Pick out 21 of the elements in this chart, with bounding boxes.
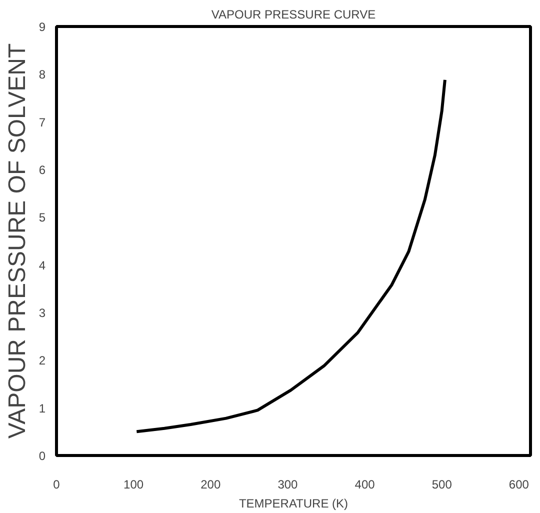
- y-tick-label: 5: [38, 210, 46, 225]
- x-tick-label: 100: [124, 478, 144, 492]
- y-tick-label: 0: [38, 449, 46, 463]
- y-tick-label: 9: [38, 20, 46, 34]
- y-tick-label: 8: [38, 68, 46, 82]
- y-axis-title: VAPOUR PRESSURE OF SOLVENT: [4, 43, 31, 439]
- chart-title: VAPOUR PRESSURE CURVE: [211, 8, 376, 22]
- y-tick-label: 2: [38, 354, 46, 368]
- y-tick-label: 6: [38, 163, 46, 177]
- x-tick-label: 200: [200, 478, 221, 492]
- x-tick-label: 300: [278, 478, 298, 492]
- y-tick-label: 1: [38, 401, 46, 416]
- y-tick-label: 3: [38, 306, 46, 320]
- x-tick-label: 400: [354, 478, 376, 492]
- line-series: [135, 78, 446, 434]
- x-axis-title: TEMPERATURE (K): [238, 496, 348, 510]
- y-tick-label: 7: [38, 115, 46, 130]
- y-tick-label: 4: [38, 258, 46, 272]
- x-tick-label: 0: [53, 478, 60, 492]
- x-tick-label: 600: [508, 478, 530, 492]
- x-tick-label: 500: [432, 478, 452, 492]
